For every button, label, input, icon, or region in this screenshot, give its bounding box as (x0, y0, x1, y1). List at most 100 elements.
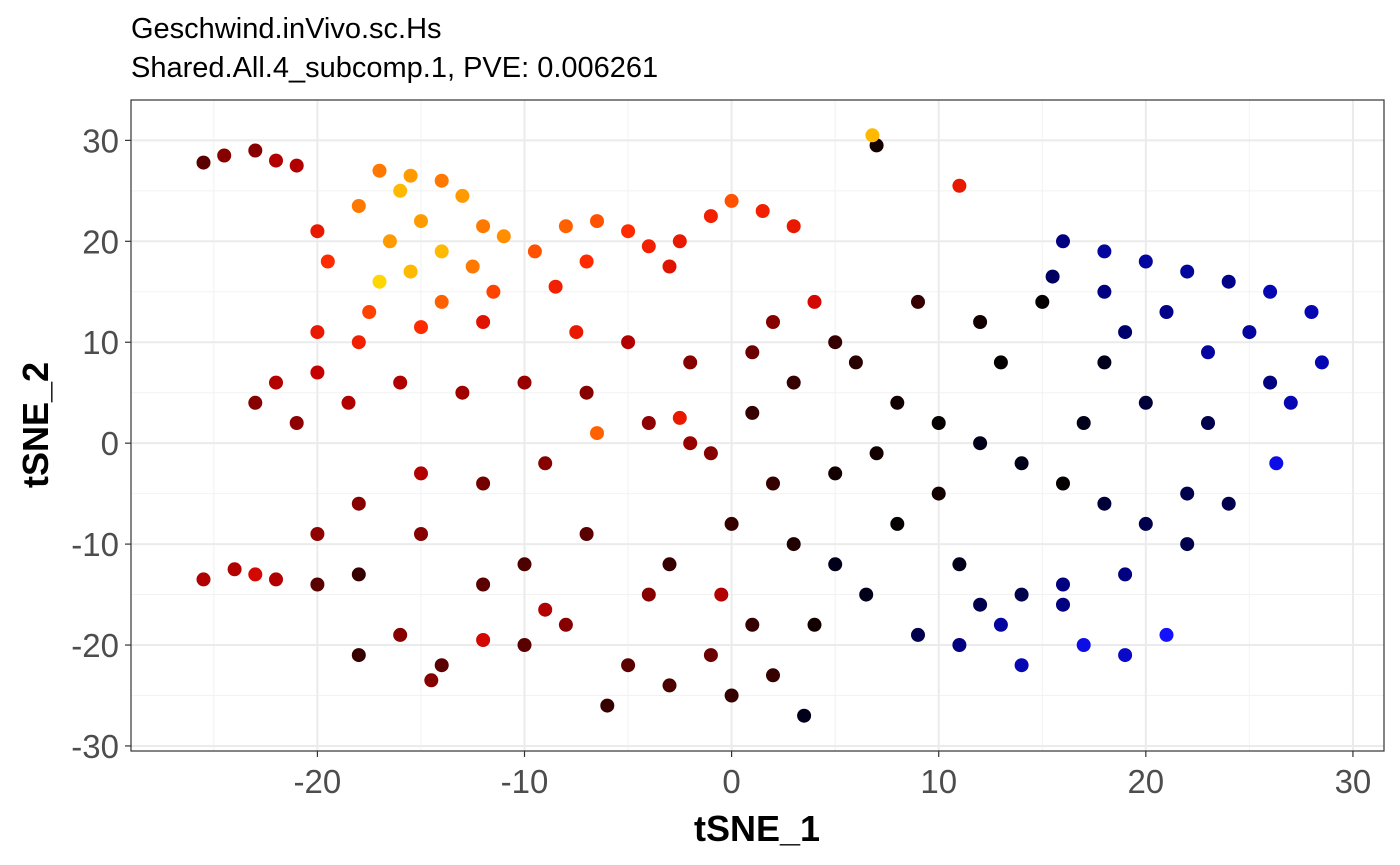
data-point (621, 658, 636, 673)
data-point (424, 673, 439, 688)
data-point (320, 254, 335, 269)
data-point (786, 375, 801, 390)
data-point (641, 416, 656, 430)
data-point (1056, 476, 1070, 491)
data-point (703, 648, 718, 663)
data-point (558, 617, 573, 632)
x-tick-label: -10 (501, 763, 549, 800)
data-point (952, 557, 967, 572)
y-tick-label: 30 (82, 122, 119, 159)
data-point (1304, 305, 1319, 319)
data-point (973, 436, 988, 451)
data-point (476, 633, 491, 647)
data-point (1014, 587, 1029, 602)
data-point (1263, 284, 1278, 299)
data-point (517, 557, 532, 572)
y-tick-label: 0 (101, 425, 119, 462)
data-point (1283, 395, 1298, 410)
data-point (1056, 234, 1070, 249)
data-point (797, 708, 812, 723)
data-point (745, 617, 760, 632)
data-point (828, 557, 843, 572)
data-point (807, 294, 822, 309)
data-point (724, 688, 739, 703)
data-point (372, 163, 387, 178)
data-point (351, 567, 366, 582)
data-point (496, 229, 511, 244)
y-tick-label: 20 (82, 223, 119, 260)
x-axis-label: tSNE_1 (694, 808, 820, 849)
x-tick-label: 0 (722, 763, 740, 800)
data-point (403, 264, 418, 279)
data-point (714, 587, 729, 602)
data-point (931, 486, 946, 501)
data-point (1076, 416, 1091, 430)
data-point (1314, 355, 1329, 370)
data-point (579, 527, 594, 541)
data-point (248, 567, 263, 582)
data-point (600, 698, 615, 713)
data-point (289, 158, 304, 173)
data-point (1014, 456, 1029, 471)
data-point (310, 224, 325, 239)
data-point (465, 259, 480, 274)
data-point (527, 244, 542, 259)
data-point (766, 315, 780, 329)
data-point (724, 516, 739, 531)
data-point (486, 284, 501, 299)
data-point (1242, 325, 1257, 340)
data-point (993, 617, 1008, 632)
data-point (672, 234, 687, 249)
data-point (1221, 274, 1236, 289)
data-point (217, 148, 232, 163)
data-point (196, 572, 211, 587)
data-point (1097, 496, 1112, 511)
data-point (393, 183, 408, 198)
data-point (227, 562, 242, 577)
data-point (869, 446, 884, 461)
data-point (890, 516, 905, 531)
data-point (786, 537, 801, 552)
data-point (414, 214, 428, 229)
data-point (569, 325, 584, 340)
data-point (766, 476, 780, 491)
data-point (890, 395, 905, 410)
data-point (621, 335, 636, 350)
data-point (351, 648, 366, 663)
data-point (1076, 638, 1091, 652)
data-point (310, 365, 325, 380)
data-point (248, 395, 263, 410)
data-point (859, 587, 874, 602)
data-point (1097, 284, 1112, 299)
data-point (403, 168, 418, 183)
data-point (1097, 355, 1112, 370)
data-point (476, 476, 491, 491)
data-point (1045, 269, 1060, 284)
data-point (434, 294, 449, 309)
data-point (1035, 294, 1050, 309)
data-point (414, 320, 428, 335)
y-tick-label: -20 (71, 627, 119, 664)
y-axis-label: tSNE_2 (15, 362, 56, 488)
data-point (931, 416, 946, 430)
data-point (1118, 567, 1133, 582)
data-point (269, 375, 283, 390)
data-point (434, 173, 449, 188)
data-point (1180, 537, 1195, 552)
data-point (393, 375, 408, 390)
data-point (683, 436, 698, 451)
data-point (590, 214, 604, 229)
data-point (911, 627, 925, 642)
data-point (672, 410, 687, 425)
data-point (1138, 395, 1153, 410)
data-point (1180, 486, 1195, 501)
data-point (641, 587, 656, 602)
data-point (786, 219, 801, 234)
data-point (1118, 325, 1133, 340)
data-point (993, 355, 1008, 370)
data-point (476, 315, 491, 329)
data-point (351, 496, 366, 511)
data-point (1180, 264, 1195, 279)
data-point (766, 668, 780, 683)
